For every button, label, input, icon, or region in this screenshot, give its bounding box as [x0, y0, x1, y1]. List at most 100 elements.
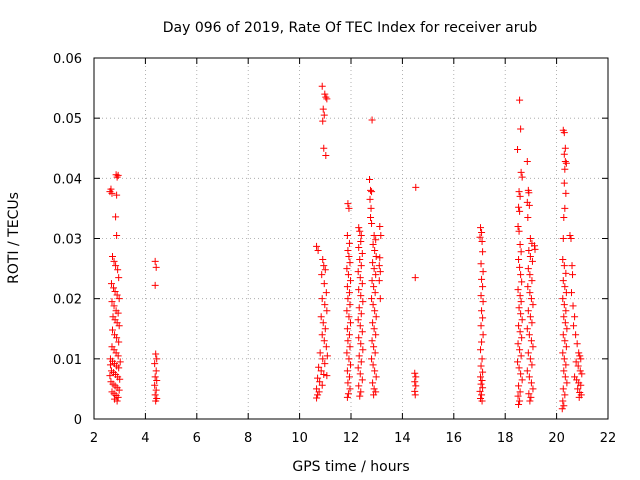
data-point — [561, 144, 569, 152]
data-point — [516, 397, 524, 405]
data-point — [343, 265, 351, 273]
data-point — [515, 256, 523, 264]
data-point — [114, 266, 122, 274]
data-point — [110, 257, 118, 265]
data-point — [313, 242, 321, 250]
data-point — [574, 385, 582, 393]
data-point — [560, 367, 568, 375]
data-point — [152, 350, 160, 358]
data-point — [560, 402, 568, 410]
data-point — [528, 361, 536, 369]
data-point — [357, 388, 365, 396]
data-point — [572, 331, 580, 339]
data-point — [354, 268, 362, 276]
data-point — [358, 280, 366, 288]
data-point — [516, 292, 524, 300]
data-point — [113, 397, 121, 405]
data-point — [355, 334, 363, 342]
data-point — [411, 391, 419, 399]
data-point — [560, 213, 568, 221]
data-point — [370, 325, 378, 333]
data-point — [479, 283, 487, 291]
data-point — [322, 343, 330, 351]
data-point — [517, 125, 525, 133]
data-point — [355, 224, 363, 232]
data-point — [575, 349, 583, 357]
data-point — [479, 368, 487, 376]
data-point — [369, 259, 377, 267]
data-point — [577, 381, 585, 389]
data-point — [370, 385, 378, 393]
data-point — [357, 310, 365, 318]
data-point — [369, 241, 377, 249]
data-point — [371, 289, 379, 297]
data-point — [559, 331, 567, 339]
data-point — [106, 361, 114, 369]
data-point — [368, 116, 376, 124]
data-point — [560, 262, 568, 270]
data-point — [355, 304, 363, 312]
data-point — [345, 289, 353, 297]
data-point — [372, 271, 380, 279]
data-point — [116, 358, 124, 366]
data-point — [477, 260, 485, 268]
x-tick-label: 12 — [343, 431, 360, 446]
data-point — [573, 340, 581, 348]
data-point — [561, 165, 569, 173]
data-point — [516, 241, 524, 249]
data-point — [368, 277, 376, 285]
data-point — [367, 186, 375, 194]
data-point — [114, 171, 122, 179]
data-point — [323, 352, 331, 360]
data-point — [524, 349, 532, 357]
data-point — [411, 378, 419, 386]
data-point — [356, 256, 364, 264]
data-point — [322, 151, 330, 159]
data-point — [343, 231, 351, 239]
data-point — [527, 379, 535, 387]
data-point — [567, 235, 575, 242]
data-point — [411, 369, 419, 377]
data-point — [478, 307, 486, 315]
data-point — [523, 157, 531, 165]
data-point — [517, 310, 525, 318]
data-point — [577, 355, 585, 363]
data-point — [110, 302, 118, 310]
data-point — [359, 298, 367, 306]
data-point — [559, 256, 567, 264]
data-point — [526, 271, 534, 279]
data-point — [372, 313, 380, 321]
data-point — [319, 105, 327, 113]
data-point — [562, 159, 570, 167]
data-point — [562, 189, 570, 197]
x-tick-label: 22 — [600, 431, 617, 446]
data-point — [514, 392, 522, 400]
data-point — [525, 201, 533, 209]
data-point — [152, 367, 160, 375]
data-point — [151, 391, 159, 399]
data-point — [343, 325, 351, 333]
data-point — [320, 370, 328, 378]
data-point — [369, 319, 377, 327]
data-point — [515, 203, 523, 211]
data-point — [355, 244, 363, 252]
data-point — [559, 277, 567, 285]
data-point — [525, 247, 533, 255]
data-point — [372, 253, 380, 261]
data-point — [412, 382, 420, 390]
data-point — [517, 271, 525, 279]
data-point — [517, 248, 525, 256]
data-point — [578, 370, 586, 378]
data-point — [343, 393, 351, 401]
data-point — [568, 289, 576, 297]
data-point — [562, 269, 570, 277]
data-point — [560, 313, 568, 321]
data-point — [411, 387, 419, 395]
data-point — [479, 384, 487, 392]
data-point — [562, 361, 570, 369]
data-point — [479, 298, 487, 306]
data-point — [151, 373, 159, 381]
data-point — [345, 239, 353, 247]
data-point — [479, 314, 487, 322]
data-point — [560, 179, 568, 187]
